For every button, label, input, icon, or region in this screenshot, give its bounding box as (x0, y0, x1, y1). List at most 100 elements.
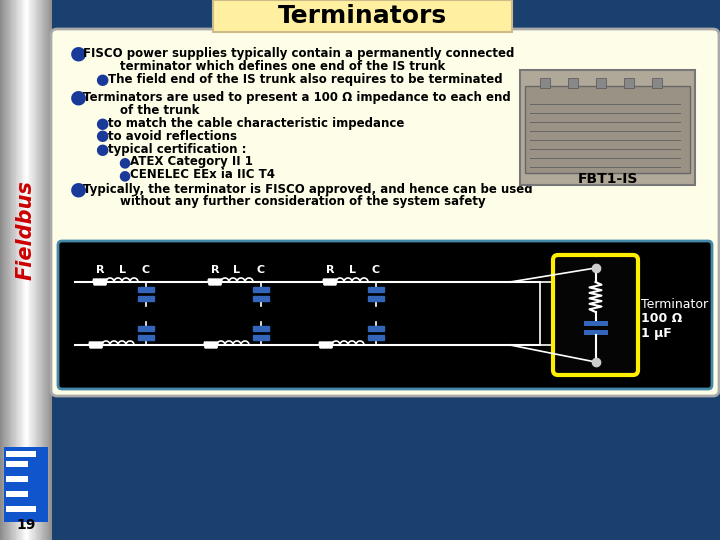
Bar (24, 0, 25, 540)
FancyBboxPatch shape (58, 241, 712, 389)
Bar (25, 0, 26, 540)
Bar (23, 0, 24, 540)
Bar (45, 0, 46, 540)
Text: 100 Ω: 100 Ω (641, 313, 683, 326)
Text: C: C (257, 265, 265, 275)
Bar (18, 0, 19, 540)
Text: L: L (233, 265, 240, 275)
Bar (26, 0, 27, 540)
Bar (16, 0, 17, 540)
Text: ●: ● (70, 44, 87, 63)
FancyBboxPatch shape (553, 255, 638, 375)
Bar (44, 0, 45, 540)
Bar (22, 0, 23, 540)
Bar (253, 335, 269, 340)
Text: ●: ● (118, 155, 130, 169)
Bar (4, 0, 5, 540)
Bar (5, 0, 6, 540)
Text: ●: ● (70, 87, 87, 106)
Bar (368, 296, 384, 301)
Bar (6, 461, 28, 467)
Bar (29, 0, 30, 540)
Bar (19, 0, 20, 540)
Text: typical certification :: typical certification : (108, 143, 246, 156)
Bar (51, 0, 52, 540)
Bar (596, 78, 606, 88)
Text: Terminators are used to present a 100 Ω impedance to each end: Terminators are used to present a 100 Ω … (83, 91, 510, 104)
Bar (0, 0, 1, 540)
FancyBboxPatch shape (51, 29, 719, 396)
Bar (1, 0, 3, 540)
Bar (28, 0, 29, 540)
Text: L: L (119, 265, 125, 275)
Text: FISCO power supplies typically contain a permanently connected: FISCO power supplies typically contain a… (83, 46, 514, 59)
Text: of the trunk: of the trunk (120, 104, 199, 117)
Text: L: L (348, 265, 356, 275)
Text: to avoid reflections: to avoid reflections (108, 130, 237, 143)
Bar (27, 0, 28, 540)
Text: Fieldbus: Fieldbus (16, 180, 36, 280)
Bar (33, 0, 34, 540)
FancyBboxPatch shape (525, 86, 690, 173)
Bar (47, 0, 48, 540)
Bar (32, 0, 33, 540)
Bar (37, 0, 38, 540)
FancyBboxPatch shape (520, 70, 695, 185)
Bar (39, 0, 40, 540)
Bar (40, 0, 41, 540)
Bar (21, 0, 22, 540)
Bar (624, 78, 634, 88)
Bar (9, 0, 10, 540)
Bar (42, 0, 43, 540)
Text: Typically, the terminator is FISCO approved, and hence can be used: Typically, the terminator is FISCO appro… (83, 183, 533, 195)
Text: ●: ● (95, 141, 108, 157)
Bar (31, 0, 32, 540)
Bar (34, 0, 35, 540)
Text: Terminators: Terminators (277, 4, 446, 28)
Text: Terminator: Terminator (641, 299, 708, 312)
Bar (30, 0, 31, 540)
Text: 19: 19 (17, 518, 36, 532)
Bar (13, 0, 14, 540)
Bar (6, 506, 36, 512)
Bar (41, 0, 42, 540)
Bar (540, 78, 550, 88)
Text: ●: ● (70, 179, 87, 199)
Text: R: R (325, 265, 334, 275)
Bar (8, 0, 9, 540)
Text: ●: ● (95, 71, 108, 86)
Bar (568, 78, 578, 88)
Bar (43, 0, 44, 540)
Bar (35, 0, 37, 540)
Bar (7, 0, 8, 540)
Bar (17, 0, 18, 540)
Bar (253, 326, 269, 331)
Bar (583, 330, 608, 335)
Bar (253, 296, 269, 301)
Text: without any further consideration of the system safety: without any further consideration of the… (120, 195, 485, 208)
Bar (138, 326, 154, 331)
Bar (583, 321, 608, 326)
Text: C: C (142, 265, 150, 275)
Text: 1 μF: 1 μF (641, 327, 672, 340)
Text: terminator which defines one end of the IS trunk: terminator which defines one end of the … (120, 59, 445, 72)
Text: FBT1-IS: FBT1-IS (577, 172, 638, 186)
Bar (138, 296, 154, 301)
FancyBboxPatch shape (4, 447, 48, 522)
Bar (368, 287, 384, 292)
Bar (38, 0, 39, 540)
Bar (138, 335, 154, 340)
Text: CENELEC EEx ia IIC T4: CENELEC EEx ia IIC T4 (130, 168, 275, 181)
Bar (6, 476, 28, 482)
Bar (14, 0, 16, 540)
Bar (12, 0, 13, 540)
Bar (20, 0, 21, 540)
Text: The field end of the IS trunk also requires to be terminated: The field end of the IS trunk also requi… (108, 72, 503, 85)
Text: R: R (96, 265, 104, 275)
Text: ●: ● (118, 168, 130, 182)
Text: ●: ● (95, 116, 108, 131)
Bar (368, 326, 384, 331)
Text: ●: ● (95, 129, 108, 144)
Text: R: R (211, 265, 220, 275)
Text: to match the cable characteristic impedance: to match the cable characteristic impeda… (108, 117, 405, 130)
